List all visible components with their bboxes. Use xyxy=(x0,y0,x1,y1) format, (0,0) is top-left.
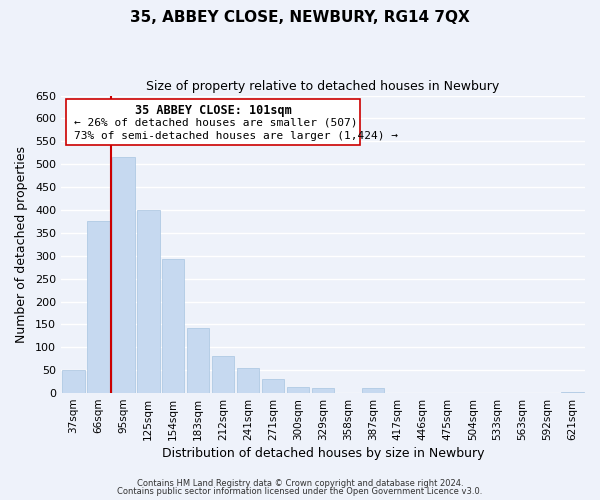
Bar xyxy=(162,259,184,393)
Bar xyxy=(561,392,584,393)
Text: 35 ABBEY CLOSE: 101sqm: 35 ABBEY CLOSE: 101sqm xyxy=(134,104,291,117)
Bar xyxy=(87,222,110,393)
FancyBboxPatch shape xyxy=(66,98,359,144)
Bar xyxy=(287,387,309,393)
Bar xyxy=(187,328,209,393)
Bar xyxy=(212,356,235,393)
Title: Size of property relative to detached houses in Newbury: Size of property relative to detached ho… xyxy=(146,80,500,93)
Text: 73% of semi-detached houses are larger (1,424) →: 73% of semi-detached houses are larger (… xyxy=(74,130,398,140)
Bar xyxy=(62,370,85,393)
Y-axis label: Number of detached properties: Number of detached properties xyxy=(15,146,28,343)
Bar xyxy=(237,368,259,393)
X-axis label: Distribution of detached houses by size in Newbury: Distribution of detached houses by size … xyxy=(162,447,484,460)
Text: Contains HM Land Registry data © Crown copyright and database right 2024.: Contains HM Land Registry data © Crown c… xyxy=(137,478,463,488)
Bar xyxy=(112,158,134,393)
Bar xyxy=(262,380,284,393)
Text: 35, ABBEY CLOSE, NEWBURY, RG14 7QX: 35, ABBEY CLOSE, NEWBURY, RG14 7QX xyxy=(130,10,470,25)
Text: ← 26% of detached houses are smaller (507): ← 26% of detached houses are smaller (50… xyxy=(74,118,358,128)
Bar xyxy=(312,388,334,393)
Bar xyxy=(137,210,160,393)
Bar xyxy=(362,388,384,393)
Text: Contains public sector information licensed under the Open Government Licence v3: Contains public sector information licen… xyxy=(118,487,482,496)
